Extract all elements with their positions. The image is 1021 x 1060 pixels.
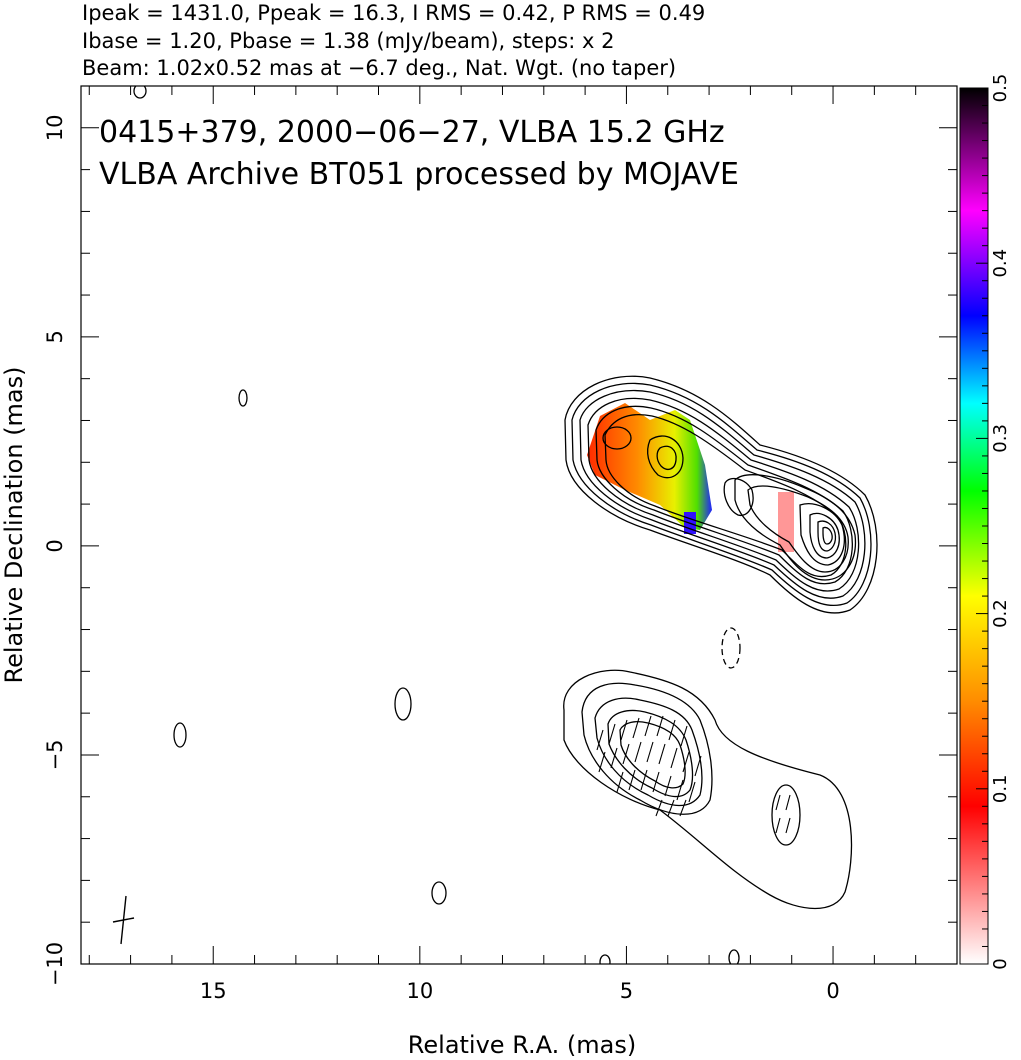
x-tick-label: 5 (620, 979, 633, 1003)
colorbar-tick-label: 0.4 (990, 249, 1011, 278)
y-axis-label: Relative Declination (mas) (0, 366, 28, 683)
header-line-1: Ipeak = 1431.0, Ppeak = 16.3, I RMS = 0.… (82, 1, 705, 25)
polarization-color-core-patch (778, 492, 794, 552)
map-subtitle: VLBA Archive BT051 processed by MOJAVE (99, 157, 739, 192)
axis-tick-labels: 15 10 5 0 −10 −5 0 5 10 (43, 114, 840, 1003)
intensity-contours (564, 375, 878, 614)
colorbar-tick-label: 0 (990, 958, 1011, 969)
colorbar-tick-label: 0.3 (990, 424, 1011, 453)
y-tick-label: 0 (43, 539, 67, 552)
x-tick-label: 15 (200, 979, 227, 1003)
x-axis-label: Relative R.A. (mas) (408, 1031, 636, 1059)
map-title: 0415+379, 2000−06−27, VLBA 15.2 GHz (99, 115, 725, 150)
noise-contours (133, 86, 741, 964)
polarized-intensity-contours (563, 669, 853, 910)
y-tick-label: −5 (43, 739, 67, 770)
colorbar-tick-labels: 0 0.1 0.2 0.3 0.4 0.5 (990, 74, 1011, 970)
beam-cross (112, 895, 135, 945)
colorbar-tick-label: 0.2 (990, 599, 1011, 628)
header-line-3: Beam: 1.02x0.52 mas at −6.7 deg., Nat. W… (82, 56, 676, 80)
axis-ticks (81, 85, 958, 965)
plot-frame (80, 85, 958, 965)
y-tick-label: −10 (43, 942, 67, 986)
polarization-color-region (587, 403, 712, 530)
y-tick-label: 10 (43, 114, 67, 141)
header-line-2: Ibase = 1.20, Pbase = 1.38 (mJy/beam), s… (82, 29, 614, 53)
map-layer (112, 86, 878, 964)
evpa-ticks (596, 715, 791, 834)
y-tick-label: 5 (43, 330, 67, 343)
colorbar-tick-label: 0.1 (990, 774, 1011, 803)
x-tick-label: 10 (406, 979, 433, 1003)
colorbar-tick-label: 0.5 (990, 74, 1011, 103)
x-tick-label: 0 (826, 979, 839, 1003)
colorbar-ticks (976, 87, 988, 965)
